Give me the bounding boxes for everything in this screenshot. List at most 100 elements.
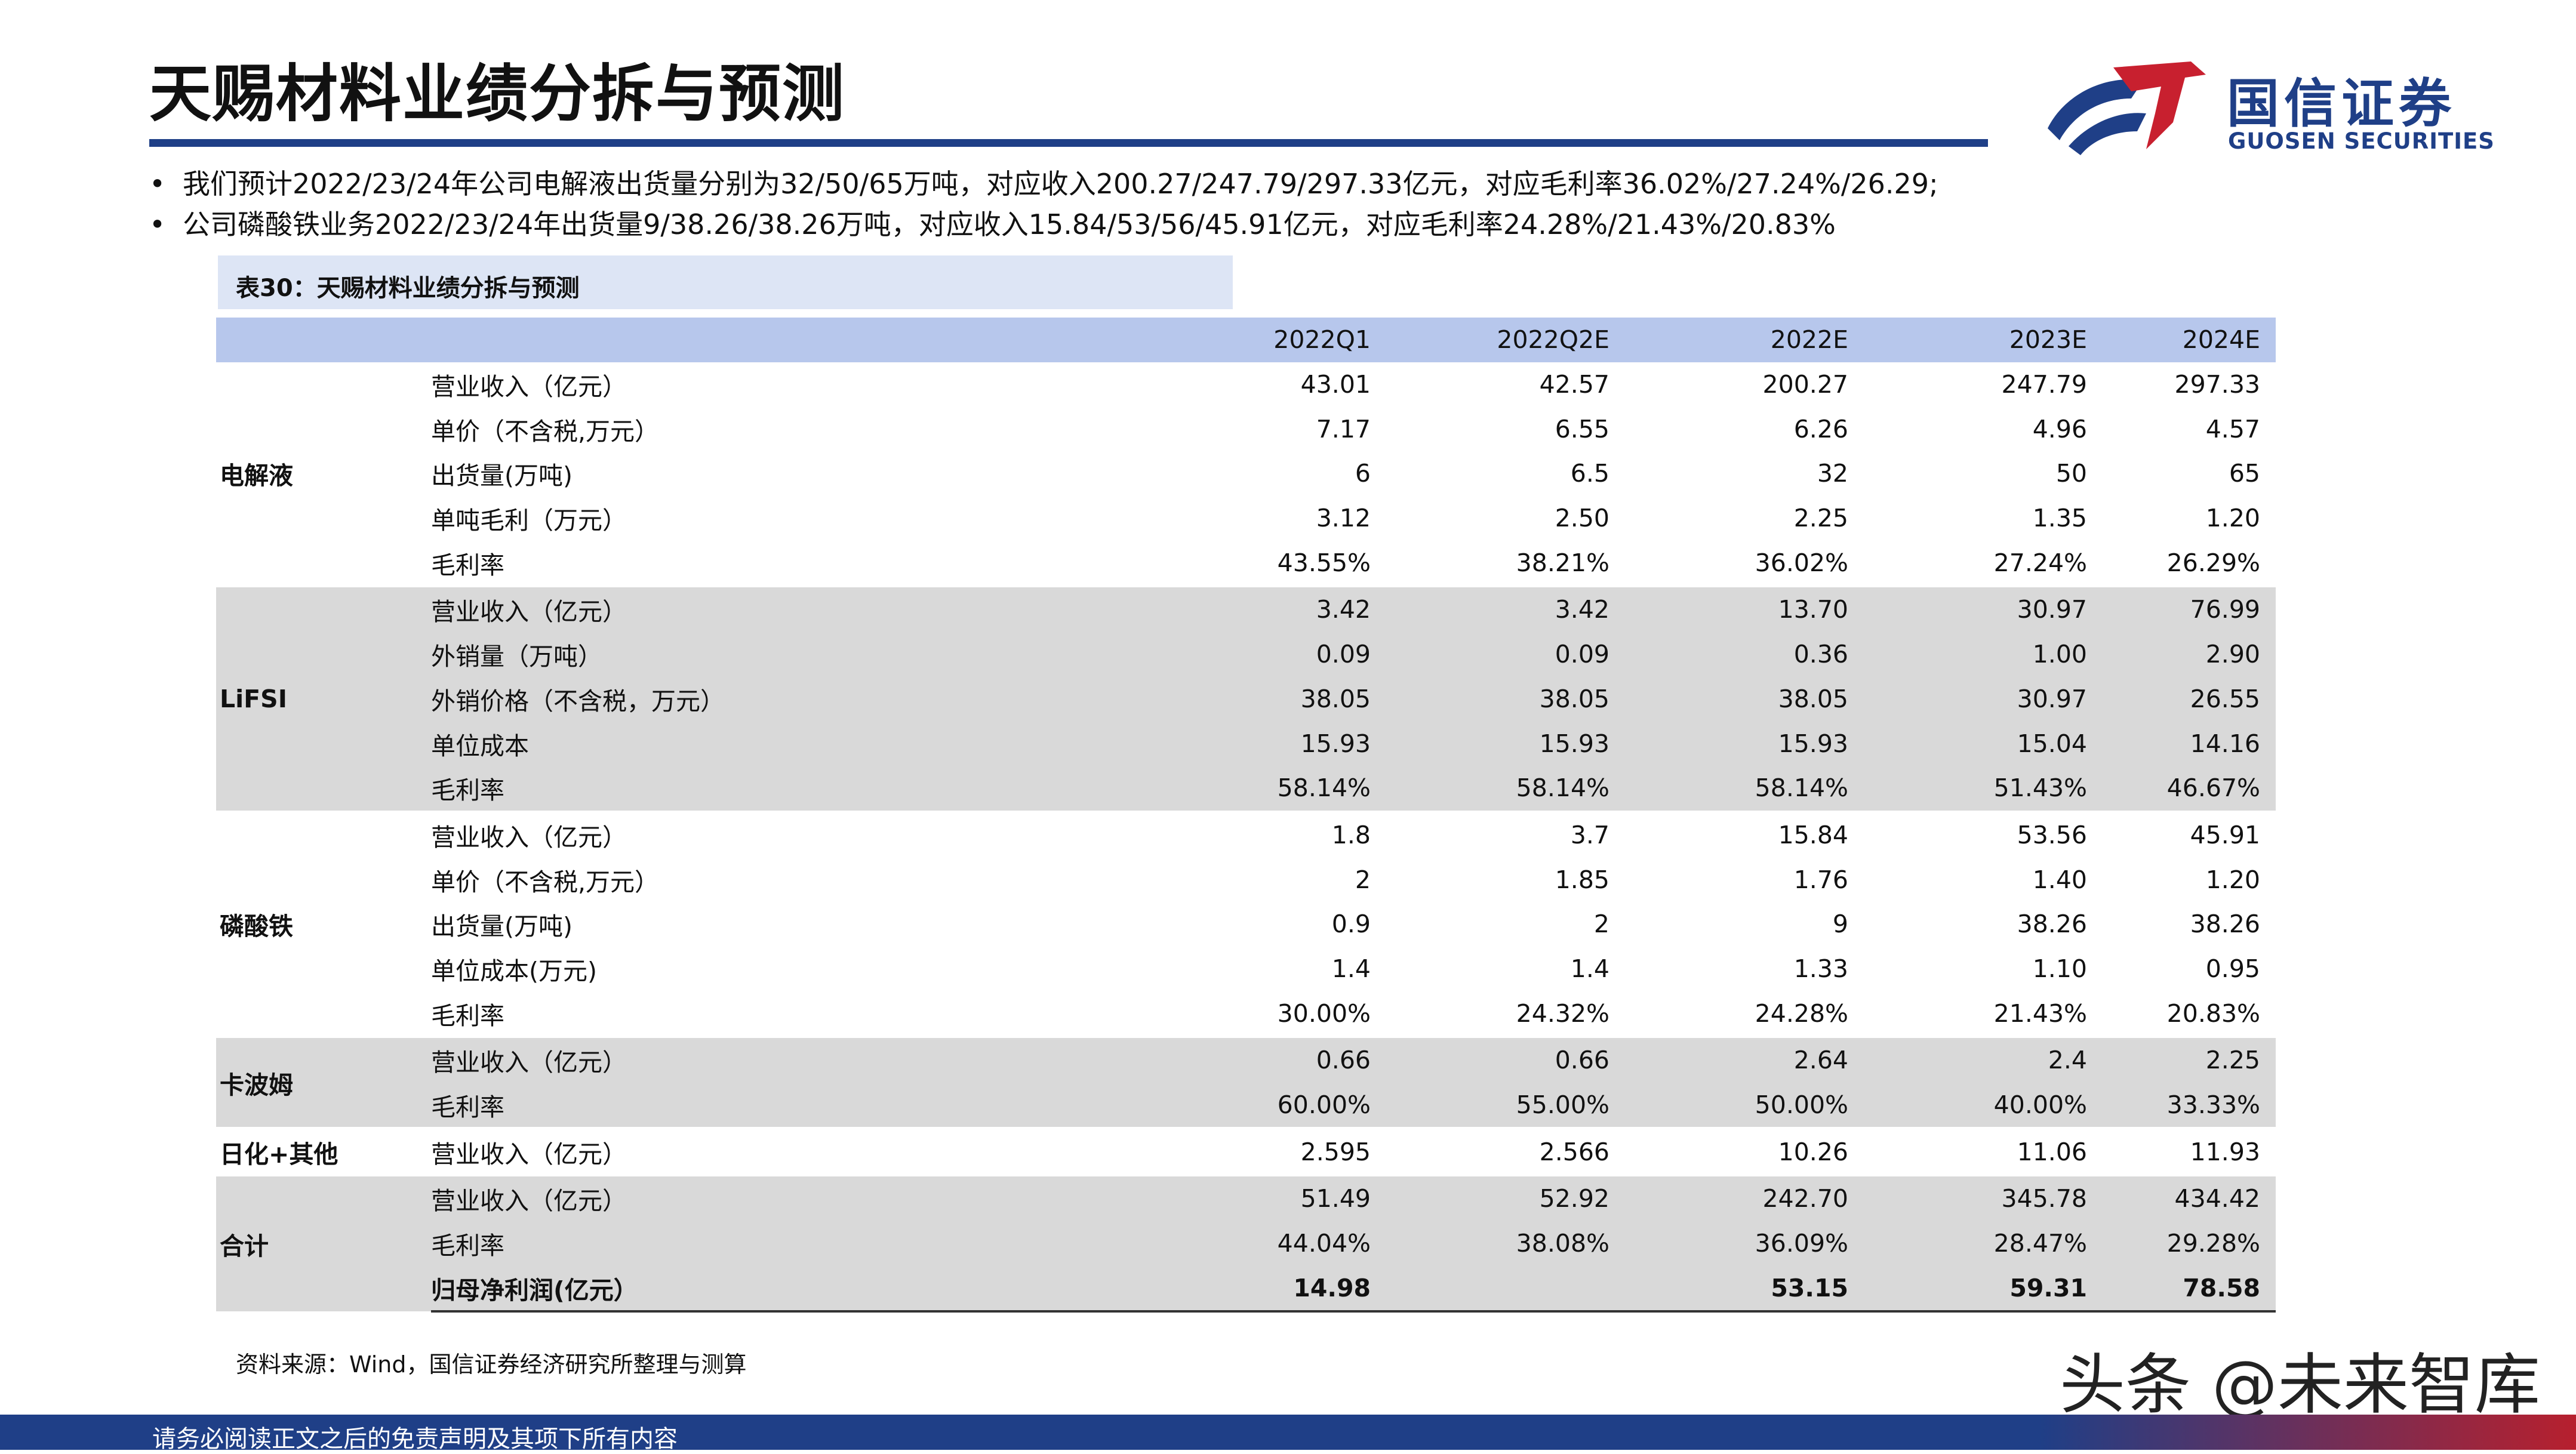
value-cell: 11.06 xyxy=(1864,1127,2103,1176)
row-item-label: 外销量（万吨） xyxy=(431,631,849,677)
value-cell: 1.4 xyxy=(1570,954,1609,983)
value-cell: 2 xyxy=(1593,910,1609,939)
value-cell: 3.42 xyxy=(1386,585,1625,632)
value-cell: 14.16 xyxy=(2103,721,2276,766)
value-cell: 10.26 xyxy=(1625,1127,1864,1176)
value-cell: 53.56 xyxy=(1864,810,2103,858)
value-cell: 1.76 xyxy=(1793,865,1848,894)
value-cell: 0.95 xyxy=(2205,954,2260,983)
value-cell: 27.24% xyxy=(1993,548,2087,577)
value-cell: 29.28% xyxy=(2103,1221,2276,1266)
value-cell: 0.36 xyxy=(1625,631,1864,677)
row-item-label: 营业收入（亿元） xyxy=(431,1174,849,1221)
value-cell: 30.00% xyxy=(1277,999,1371,1028)
value-cell: 247.79 xyxy=(2001,370,2087,399)
value-cell: 200.27 xyxy=(1762,370,1848,399)
row-item-label: 单价（不含税,万元） xyxy=(431,417,660,446)
row-item-label: 毛利率 xyxy=(431,1221,849,1266)
value-cell: 2.4 xyxy=(1864,1036,2103,1083)
value-cell: 6.5 xyxy=(1570,459,1609,488)
row-item-label: 归母净利润(亿元） xyxy=(431,1265,849,1313)
value-cell: 15.93 xyxy=(1386,721,1625,766)
page-title: 天赐材料业绩分拆与预测 xyxy=(149,57,846,130)
group-label: LiFSI xyxy=(216,585,431,812)
value-cell: 51.49 xyxy=(849,1174,1386,1221)
value-cell: 51.43% xyxy=(1864,765,2103,812)
value-cell: 2.90 xyxy=(2103,631,2276,677)
value-cell: 13.70 xyxy=(1625,585,1864,632)
value-cell: 1.00 xyxy=(1864,631,2103,677)
table-header-row: 2022Q1 2022Q2E 2022E 2023E 2024E xyxy=(216,318,2276,362)
value-cell: 42.57 xyxy=(1539,370,1609,399)
table-row: 毛利率 30.00% 24.32% 24.28% 21.43% 20.83% xyxy=(216,991,2276,1037)
logo-chinese-name: 国信证券 xyxy=(2227,73,2457,134)
footer-accent xyxy=(2039,1415,2576,1450)
brand-logo: 国信证券 GUOSEN SECURITIES xyxy=(2042,57,2494,158)
row-item-label: 毛利率 xyxy=(431,550,504,580)
value-cell: 1.8 xyxy=(849,810,1386,858)
value-cell: 14.98 xyxy=(849,1265,1386,1313)
row-item-label: 毛利率 xyxy=(431,765,849,812)
guosen-logo-icon xyxy=(2048,61,2206,155)
value-cell: 53.15 xyxy=(1625,1265,1864,1313)
value-cell: 26.55 xyxy=(2103,676,2276,722)
table-row: 外销量（万吨） 0.09 0.09 0.36 1.00 2.90 xyxy=(216,631,2276,677)
row-item-label: 营业收入（亿元） xyxy=(431,585,849,632)
value-cell: 2.566 xyxy=(1386,1127,1625,1176)
table-row: 卡波姆 营业收入（亿元） 0.66 0.66 2.64 2.4 2.25 xyxy=(216,1035,2276,1129)
value-cell: 52.92 xyxy=(1386,1174,1625,1221)
value-cell: 40.00% xyxy=(1864,1082,2103,1129)
bullet-dot-icon: • xyxy=(149,208,166,241)
value-cell: 59.31 xyxy=(1864,1265,2103,1313)
value-cell: 242.70 xyxy=(1625,1174,1864,1221)
value-cell: 297.33 xyxy=(2174,370,2260,399)
value-cell: 38.08% xyxy=(1386,1221,1625,1266)
row-item-label: 出货量(万吨) xyxy=(431,912,573,941)
table-row: 合计 营业收入（亿元） 51.49 52.92 242.70 345.78 434.42 xyxy=(216,1174,2276,1312)
value-cell: 1.35 xyxy=(2032,504,2087,533)
table-row: 日化+其他 营业收入（亿元） 2.595 2.566 10.26 11.06 11.93 xyxy=(216,1127,2276,1176)
value-cell: 2.25 xyxy=(1793,504,1848,533)
value-cell: 30.97 xyxy=(1864,676,2103,722)
value-cell: 38.05 xyxy=(1625,676,1864,722)
group-label: 电解液 xyxy=(220,461,293,491)
row-item-label: 单位成本(万元) xyxy=(431,956,597,985)
value-cell: 2.50 xyxy=(1555,504,1609,533)
value-cell: 15.04 xyxy=(1864,721,2103,766)
column-header: 2022Q1 xyxy=(1273,325,1371,355)
value-cell: 2.64 xyxy=(1625,1036,1864,1083)
value-cell: 36.09% xyxy=(1625,1221,1864,1266)
source-note: 资料来源：Wind，国信证券经济研究所整理与测算 xyxy=(236,1351,747,1378)
value-cell: 2 xyxy=(1355,865,1371,894)
value-cell: 38.05 xyxy=(1386,676,1625,722)
value-cell: 3.7 xyxy=(1386,810,1625,858)
value-cell: 55.00% xyxy=(1386,1082,1625,1129)
value-cell: 1.20 xyxy=(2205,504,2260,533)
value-cell: 38.26 xyxy=(2190,910,2260,939)
value-cell: 1.10 xyxy=(2032,954,2087,983)
value-cell: 65 xyxy=(2229,459,2260,488)
table-row: 单位成本(万元) 1.4 1.4 1.33 1.10 0.95 xyxy=(216,947,2276,991)
bullet-electrolyte-forecast: • 我们预计2022/23/24年公司电解液出货量分别为32/50/65万吨，对应… xyxy=(149,168,1938,200)
row-item-label: 营业收入（亿元） xyxy=(431,1036,849,1083)
value-cell: 6 xyxy=(1355,459,1371,488)
value-cell: 2.25 xyxy=(2103,1036,2276,1083)
row-item-label: 单位成本 xyxy=(431,721,849,766)
value-cell: 3.42 xyxy=(849,585,1386,632)
table-row: 出货量(万吨) 0.9 2 9 38.26 38.26 xyxy=(216,902,2276,947)
value-cell: 0.09 xyxy=(849,631,1386,677)
row-item-label: 单价（不含税,万元） xyxy=(431,867,660,897)
value-cell: 1.40 xyxy=(2032,865,2087,894)
value-cell: 21.43% xyxy=(1993,999,2087,1028)
table-row: 归母净利润(亿元） 14.98 53.15 59.31 78.58 xyxy=(216,1265,2276,1313)
table-row: 电解液 营业收入（亿元） 43.01 42.57 200.27 247.79 297.33 xyxy=(216,362,2276,490)
table-row: 单价（不含税,万元） 2 1.85 1.76 1.40 1.20 xyxy=(216,857,2276,902)
value-cell: 58.14% xyxy=(1625,765,1864,812)
value-cell: 45.91 xyxy=(2103,810,2276,858)
value-cell: 60.00% xyxy=(849,1082,1386,1129)
row-item-label: 出货量(万吨) xyxy=(431,461,573,491)
value-cell xyxy=(1386,1265,1625,1313)
value-cell: 0.66 xyxy=(849,1036,1386,1083)
table-row: 毛利率 58.14% 58.14% 58.14% 51.43% 46.67% xyxy=(216,765,2276,812)
table-row: 出货量(万吨) 6 6.5 32 50 65 xyxy=(216,451,2276,496)
